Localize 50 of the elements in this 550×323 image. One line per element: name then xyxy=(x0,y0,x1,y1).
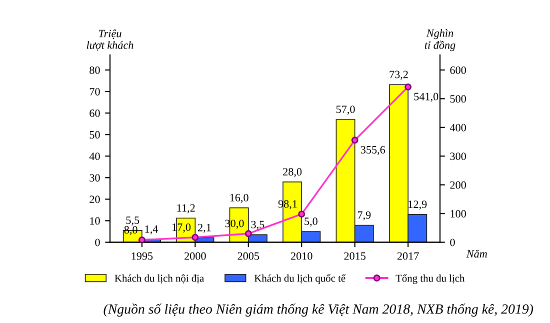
y-tick-label: 60 xyxy=(90,110,100,118)
point xyxy=(192,234,199,241)
y-tick-label: 30 xyxy=(90,174,100,182)
y2-tick-label: 200 xyxy=(450,181,466,189)
legend-label: Khách du lịch quốc tế xyxy=(254,274,346,284)
y-tick-label: 80 xyxy=(90,66,100,74)
y2-tick-label: 300 xyxy=(450,152,466,160)
point xyxy=(298,210,306,218)
data-label: 12,9 xyxy=(408,200,427,210)
data-label: 355,6 xyxy=(360,146,386,156)
data-label: 16,0 xyxy=(230,194,248,203)
y-tick-label: 0 xyxy=(95,238,100,246)
x-tick-label: 2015 xyxy=(344,252,366,260)
data-label: 2,1 xyxy=(198,224,211,233)
y-tick-label: 20 xyxy=(90,196,100,204)
data-label: 5,0 xyxy=(304,218,318,227)
y-tick-label: 10 xyxy=(90,217,100,225)
data-label: 8,0 xyxy=(124,226,138,236)
data-label: 5,5 xyxy=(126,216,140,226)
x-tick-label: 2010 xyxy=(290,252,312,260)
data-label: 541,0 xyxy=(414,92,438,102)
y2-tick-label: 500 xyxy=(450,95,466,103)
legend-label: Tổng thu du lịch xyxy=(396,274,465,284)
data-label: 7,9 xyxy=(358,211,371,220)
data-label: 3,5 xyxy=(251,220,264,230)
data-label: 73,2 xyxy=(390,70,408,80)
text: (Nguồn số liệu theo Niên giám thống kê Việt Nam 2018, NXB thống kê, 2019) xyxy=(104,304,534,317)
y-axis-title: Triệu lượt khách xyxy=(86,29,134,51)
y2-tick-label: 600 xyxy=(450,66,466,74)
data-label: 57,0 xyxy=(336,106,355,115)
y2-tick-label: 0 xyxy=(450,238,455,246)
y-tick-label: 50 xyxy=(90,131,100,139)
data-label: 1,4 xyxy=(145,225,158,234)
legend-label: Khách du lịch nội địa xyxy=(114,274,204,284)
x-tick-label: 1995 xyxy=(132,252,153,260)
point xyxy=(404,83,412,90)
x-axis-title: Năm xyxy=(466,250,487,258)
y2-axis-title: Nghìn tỉ đồng xyxy=(424,29,456,52)
y-tick-label: 40 xyxy=(89,152,100,160)
y-tick-label: 70 xyxy=(90,88,100,96)
x-tick-label: 2005 xyxy=(238,252,260,260)
data-label: 11,2 xyxy=(177,204,195,214)
data-label: 28,0 xyxy=(283,168,302,178)
point xyxy=(244,230,252,238)
y2-tick-label: 100 xyxy=(450,210,466,218)
point xyxy=(138,236,146,242)
x-tick-label: 2017 xyxy=(397,252,419,260)
x-tick-label: 2000 xyxy=(184,252,206,260)
point xyxy=(351,136,358,144)
y2-tick-label: 400 xyxy=(450,124,466,132)
